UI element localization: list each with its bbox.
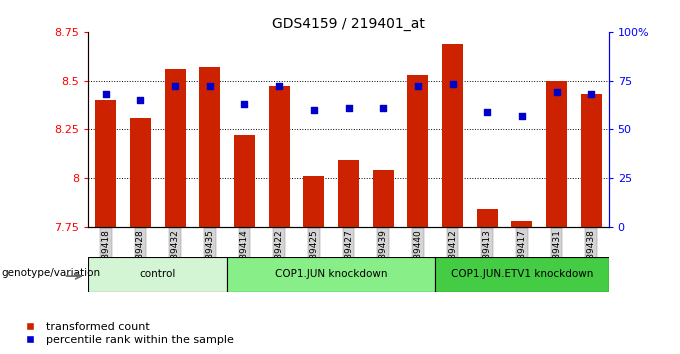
Point [585,91,597,97]
Bar [442,44,463,227]
Text: COP1.JUN knockdown: COP1.JUN knockdown [275,269,388,279]
Point [517,113,528,118]
Bar [511,221,532,227]
Point [551,90,562,95]
Bar [338,160,359,227]
Bar [373,170,394,227]
Point [273,84,284,89]
Text: COP1.JUN.ETV1 knockdown: COP1.JUN.ETV1 knockdown [451,269,593,279]
Bar [477,209,498,227]
Bar [407,75,428,227]
Bar [269,86,290,227]
Text: genotype/variation: genotype/variation [2,268,101,278]
Bar [95,100,116,227]
Point [308,107,320,113]
Bar [234,135,255,227]
Bar [88,257,227,292]
Bar [303,176,324,227]
Point [135,97,146,103]
Bar [435,257,609,292]
Point [204,84,215,89]
Point [343,105,354,111]
Bar [199,67,220,227]
Title: GDS4159 / 219401_at: GDS4159 / 219401_at [272,17,425,31]
Legend: transformed count, percentile rank within the sample: transformed count, percentile rank withi… [19,321,234,345]
Bar [546,80,567,227]
Point [170,84,181,89]
Text: control: control [139,269,176,279]
Bar [130,118,151,227]
Bar [227,257,435,292]
Bar [165,69,186,227]
Point [378,105,389,111]
Point [481,109,492,115]
Bar [581,94,602,227]
Point [101,91,112,97]
Point [447,81,458,87]
Point [412,84,423,89]
Point [239,101,250,107]
